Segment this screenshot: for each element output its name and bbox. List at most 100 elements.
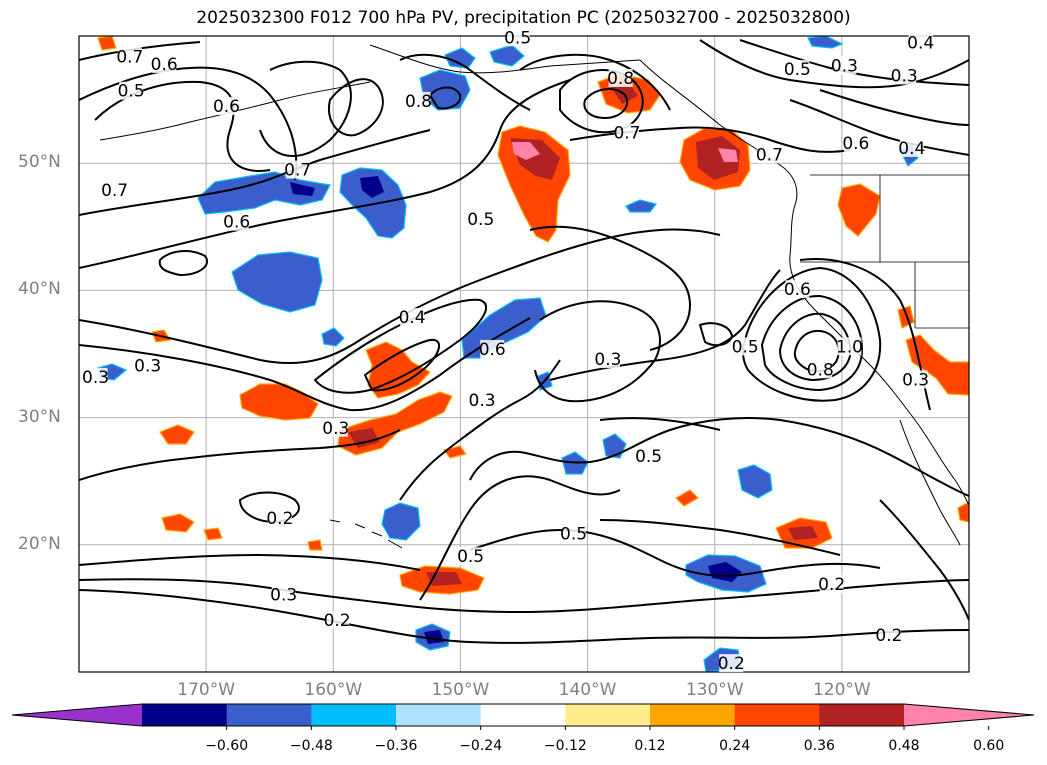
colorbar-tick-label: −0.12 bbox=[543, 738, 587, 754]
contour-label-background bbox=[400, 308, 425, 327]
pv-contour-line bbox=[79, 317, 531, 412]
precip-area-positive bbox=[307, 539, 323, 551]
precip-area-positive bbox=[203, 527, 223, 541]
contour-label: 0.7 bbox=[613, 124, 640, 144]
latitude-tick-label: 50°N bbox=[18, 152, 61, 173]
precip-area-negative bbox=[381, 502, 421, 541]
contour-label-background bbox=[819, 575, 844, 594]
precip-area-positive bbox=[675, 489, 699, 507]
state-borders bbox=[800, 174, 969, 329]
pv-contour-line bbox=[429, 86, 462, 110]
precip-area-positive bbox=[905, 334, 969, 396]
colorbar-tick-label: 0.60 bbox=[973, 738, 1005, 754]
precip-area-negative bbox=[708, 562, 742, 582]
contour-label-background bbox=[808, 360, 833, 379]
contour-label: 0.2 bbox=[875, 626, 902, 646]
contour-label-background bbox=[908, 33, 933, 52]
contour-label: 0.5 bbox=[118, 82, 145, 102]
contour-label: 0.5 bbox=[504, 28, 531, 48]
colorbar-tick-label: −0.60 bbox=[205, 738, 249, 754]
contour-label-background bbox=[903, 370, 928, 389]
contour-label-background bbox=[285, 160, 310, 179]
pv-contour-line bbox=[583, 88, 629, 119]
contour-label-background bbox=[271, 585, 296, 604]
pv-contour-line bbox=[699, 322, 733, 347]
pv-contour-line bbox=[469, 417, 969, 497]
colorbar-segment bbox=[142, 704, 228, 726]
contour-label-background bbox=[458, 547, 483, 566]
pv-contour-line bbox=[239, 491, 300, 523]
pv-contour-line bbox=[79, 66, 298, 181]
contour-label-background bbox=[480, 339, 505, 358]
precip-area-positive bbox=[365, 341, 431, 399]
pv-contour-line bbox=[419, 475, 621, 601]
contour-label: 0.2 bbox=[324, 611, 351, 631]
pv-contour-line bbox=[819, 89, 969, 126]
latitude-tick-label: 30°N bbox=[18, 406, 61, 427]
longitude-tick-label: 130°W bbox=[685, 680, 744, 700]
contour-label-background bbox=[785, 280, 810, 299]
longitude-tick-label: 170°W bbox=[177, 680, 236, 700]
colorbar-tick-label: −0.36 bbox=[374, 738, 418, 754]
contour-label-background bbox=[757, 145, 782, 164]
contour-label-background bbox=[117, 47, 142, 66]
coastline-alaska bbox=[369, 44, 641, 74]
contour-label: 0.5 bbox=[784, 60, 811, 80]
contour-label: 1.0 bbox=[836, 337, 863, 357]
pv-contour-line bbox=[779, 312, 852, 381]
pv-contour-line bbox=[469, 529, 881, 577]
contour-label: 0.3 bbox=[322, 419, 349, 439]
contour-label-background bbox=[505, 28, 530, 47]
pv-contour-line bbox=[79, 429, 401, 481]
colorbar-segment bbox=[734, 704, 820, 726]
pv-contour-line bbox=[761, 294, 863, 391]
pv-contour-line bbox=[399, 359, 561, 501]
longitude-tick-label: 140°W bbox=[558, 680, 617, 700]
colorbar-extend-high bbox=[904, 704, 1034, 726]
contour-label: 0.5 bbox=[457, 547, 484, 567]
precip-area-negative bbox=[231, 251, 323, 313]
contour-label: 0.3 bbox=[831, 56, 858, 76]
pv-contour-line bbox=[739, 39, 969, 86]
contour-label: 0.5 bbox=[560, 524, 587, 544]
pv-contour-line bbox=[259, 60, 352, 157]
contour-label-background bbox=[843, 133, 868, 152]
colorbar-segment bbox=[565, 704, 651, 726]
pv-contour-line bbox=[599, 519, 841, 556]
contour-label: 0.6 bbox=[213, 97, 240, 117]
precip-area-negative bbox=[360, 176, 384, 198]
colorbar-segment bbox=[311, 704, 397, 726]
contour-label: 0.8 bbox=[807, 360, 834, 380]
pv-contour-line bbox=[699, 39, 969, 89]
contour-label: 0.6 bbox=[784, 280, 811, 300]
contour-label: 0.8 bbox=[607, 69, 634, 89]
pv-contour-line bbox=[599, 417, 721, 431]
contour-label: 0.6 bbox=[223, 213, 250, 233]
precip-area-positive bbox=[696, 136, 740, 180]
contour-label: 0.3 bbox=[134, 356, 161, 376]
contour-label-background bbox=[876, 626, 901, 645]
contour-label-background bbox=[323, 418, 348, 437]
coastline-baja bbox=[899, 419, 961, 546]
contour-label: 0.6 bbox=[479, 340, 506, 360]
longitude-tick-label: 160°W bbox=[304, 680, 363, 700]
contour-label-background bbox=[224, 212, 249, 231]
contour-label: 0.3 bbox=[82, 368, 109, 388]
pv-contour-line bbox=[79, 589, 969, 644]
contour-label-background bbox=[733, 337, 758, 356]
contour-label-background bbox=[152, 54, 177, 73]
pv-contours bbox=[79, 39, 969, 644]
pv-contour-line bbox=[314, 298, 487, 394]
longitude-tick-label: 120°W bbox=[812, 680, 871, 700]
precip-area-negative bbox=[290, 182, 315, 196]
contour-label: 0.3 bbox=[594, 350, 621, 370]
precip-area-negative bbox=[444, 47, 476, 69]
colorbar-segment bbox=[650, 704, 736, 726]
contour-label: 0.4 bbox=[399, 308, 426, 328]
colorbar-outline bbox=[11, 703, 1035, 727]
pv-contour-line bbox=[79, 129, 431, 216]
contour-label: 0.2 bbox=[718, 654, 745, 674]
contour-label-background bbox=[595, 350, 620, 369]
precip-area-positive bbox=[957, 501, 969, 523]
